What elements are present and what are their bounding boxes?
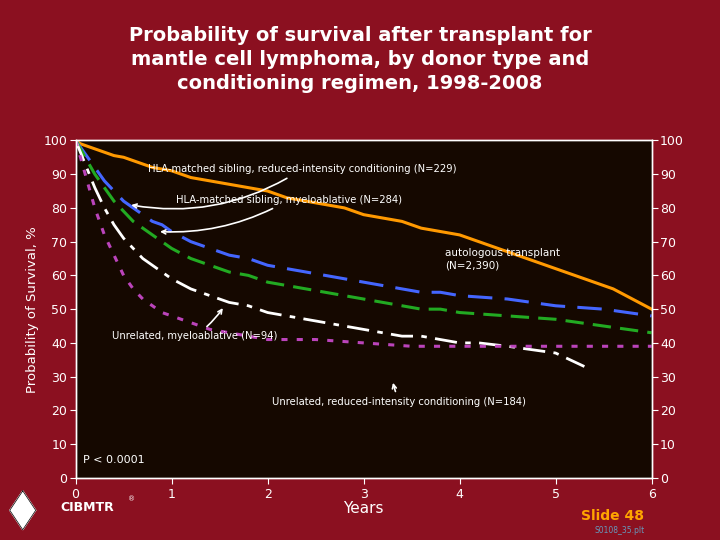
Text: HLA-matched sibling, myeloablative (N=284): HLA-matched sibling, myeloablative (N=28… [162,194,402,234]
Text: S0108_35.plt: S0108_35.plt [594,526,644,535]
Text: P < 0.0001: P < 0.0001 [84,455,145,465]
Text: CIBMTR: CIBMTR [60,501,114,515]
Text: autologous transplant
(N=2,390): autologous transplant (N=2,390) [445,248,560,270]
Text: Unrelated, myeloablative (N=94): Unrelated, myeloablative (N=94) [112,309,277,341]
Text: HLA-matched sibling, reduced-intensity conditioning (N=229): HLA-matched sibling, reduced-intensity c… [133,164,456,209]
Text: Slide 48: Slide 48 [582,509,644,523]
Polygon shape [10,491,36,530]
Text: Probability of survival after transplant for
mantle cell lymphoma, by donor type: Probability of survival after transplant… [129,26,591,93]
Text: ®: ® [127,497,135,503]
Text: Unrelated, reduced-intensity conditioning (N=184): Unrelated, reduced-intensity conditionin… [272,384,526,407]
Y-axis label: Probability of Survival, %: Probability of Survival, % [26,226,39,393]
Text: Years: Years [343,501,384,516]
